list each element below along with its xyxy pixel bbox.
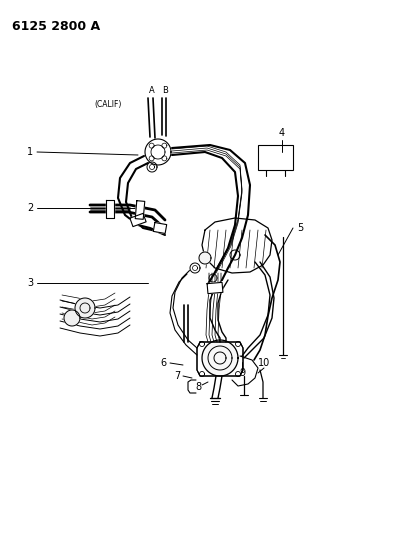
Text: 6: 6 [160, 358, 166, 368]
Polygon shape [130, 213, 146, 227]
Polygon shape [75, 298, 95, 318]
Text: 3: 3 [27, 278, 33, 288]
Text: A: A [149, 86, 155, 95]
Polygon shape [198, 252, 211, 264]
Text: 6125 2800 A: 6125 2800 A [12, 20, 100, 33]
Text: B: B [162, 86, 168, 95]
Polygon shape [207, 282, 222, 294]
Text: 10: 10 [257, 358, 270, 368]
Bar [257, 145, 292, 170]
Text: 7: 7 [173, 371, 180, 381]
Polygon shape [196, 342, 243, 376]
Polygon shape [202, 340, 237, 376]
Text: 2: 2 [27, 203, 33, 213]
Text: 9: 9 [238, 368, 245, 378]
Text: (CALIF): (CALIF) [94, 100, 121, 109]
Text: 4: 4 [278, 128, 284, 138]
Polygon shape [106, 200, 114, 218]
Text: 5: 5 [296, 223, 302, 233]
Polygon shape [153, 222, 166, 233]
Polygon shape [64, 310, 80, 326]
Text: 8: 8 [194, 382, 200, 392]
Polygon shape [189, 263, 200, 273]
Polygon shape [135, 201, 144, 219]
Text: 1: 1 [27, 147, 33, 157]
